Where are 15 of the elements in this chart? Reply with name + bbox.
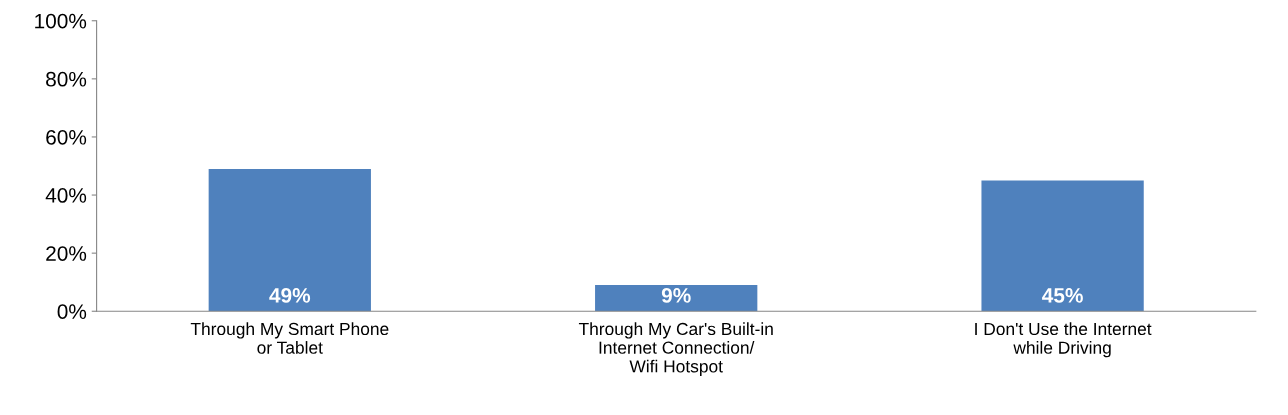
y-tick-label: 40% xyxy=(45,188,87,203)
x-tick-label: Through My Smart Phone or Tablet xyxy=(190,322,389,354)
bar xyxy=(981,180,1144,312)
data-label: 49% xyxy=(269,288,311,303)
y-tick-label: 60% xyxy=(46,129,87,145)
x-tick-label: I Don't Use the Internet while Driving xyxy=(975,322,1152,358)
y-tick-label: 100% xyxy=(35,13,87,29)
bar xyxy=(595,285,758,312)
y-tick-label: 80% xyxy=(46,71,87,87)
y-tick-label: 20% xyxy=(46,246,87,261)
y-tick-label: 0% xyxy=(57,304,87,319)
bar xyxy=(208,168,371,312)
x-tick-label: Through My Car's Built-in Internet Connection/ Wifi Hotspot xyxy=(578,322,773,376)
data-label: 45% xyxy=(1042,288,1083,303)
data-label: 9% xyxy=(661,288,691,303)
